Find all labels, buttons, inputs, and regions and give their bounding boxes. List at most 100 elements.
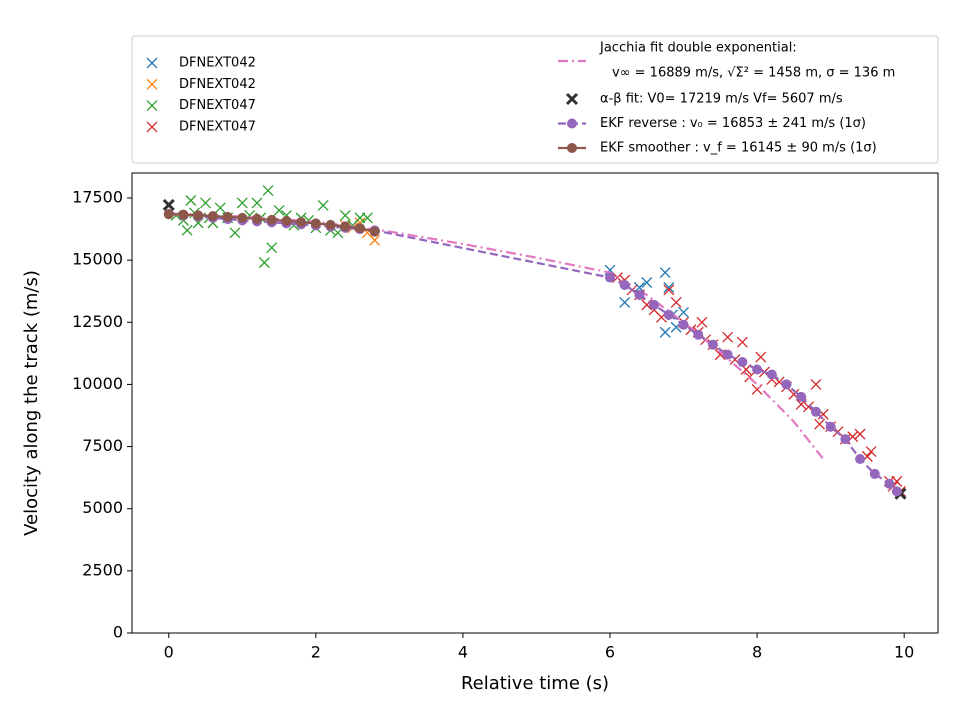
- legend-label-detail: v∞ = 16889 m/s, √Σ² = 1458 m, σ = 136 m: [612, 66, 895, 81]
- point: [296, 217, 307, 228]
- point: [310, 218, 321, 229]
- point: [737, 357, 748, 368]
- x-marker: [146, 121, 158, 133]
- x-marker: [181, 224, 193, 236]
- x-marker: [361, 212, 373, 224]
- point: [796, 391, 807, 402]
- point: [325, 219, 336, 230]
- x-marker: [722, 331, 734, 343]
- x-marker: [185, 195, 197, 206]
- x-tick-label: 6: [605, 643, 615, 662]
- plot: [162, 185, 907, 500]
- point: [810, 406, 821, 417]
- x-tick-label: 4: [458, 643, 468, 662]
- x-marker: [663, 284, 675, 296]
- legend-label: DFNEXT047: [179, 119, 256, 134]
- y-tick-label: 17500: [72, 188, 123, 207]
- x-marker: [659, 326, 671, 338]
- x-marker: [236, 197, 248, 209]
- point: [840, 434, 851, 445]
- point: [722, 349, 733, 360]
- y-axis-label: Velocity along the track (m/s): [21, 270, 42, 536]
- plot-frame: [131, 172, 939, 634]
- point: [619, 280, 630, 291]
- x-marker: [162, 198, 175, 212]
- point: [605, 272, 616, 283]
- point: [281, 215, 292, 226]
- x-marker: [339, 209, 351, 221]
- point: [178, 209, 189, 220]
- y-tick-label: 10000: [72, 374, 123, 393]
- x-marker: [214, 202, 226, 214]
- point: [825, 421, 836, 432]
- x-marker: [696, 316, 708, 328]
- x-marker: [736, 336, 748, 348]
- legend-label: DFNEXT047: [179, 98, 256, 113]
- x-marker: [146, 100, 158, 112]
- x-marker: [251, 197, 263, 209]
- point: [266, 214, 277, 225]
- y-tick-label: 5000: [82, 498, 123, 517]
- legend-label: Jacchia fit double exponential:: [599, 41, 797, 56]
- x-marker: [229, 227, 241, 239]
- x-marker: [810, 378, 822, 390]
- x-marker: [751, 383, 763, 395]
- x-marker: [266, 242, 278, 254]
- x-marker: [678, 306, 690, 318]
- point: [781, 379, 792, 390]
- point: [567, 143, 577, 153]
- x-marker: [663, 282, 675, 293]
- point: [693, 329, 704, 340]
- point: [369, 226, 380, 237]
- legend-box: [131, 35, 939, 164]
- point: [766, 369, 777, 380]
- x-marker: [262, 185, 274, 197]
- point: [193, 210, 204, 221]
- x-marker: [273, 204, 285, 216]
- x-marker: [814, 418, 826, 430]
- y-tick-label: 7500: [82, 436, 123, 455]
- x-marker: [200, 197, 211, 209]
- x-marker: [565, 92, 579, 106]
- y-tick-label: 0: [113, 623, 123, 642]
- x-marker: [619, 296, 631, 308]
- point: [222, 211, 233, 222]
- point: [869, 468, 880, 479]
- x-marker: [146, 78, 158, 90]
- point: [649, 299, 660, 310]
- x-marker: [146, 57, 158, 69]
- x-marker: [317, 200, 329, 211]
- point: [707, 339, 718, 350]
- legend-label: EKF reverse : v₀ = 16853 ± 241 m/s (1σ): [600, 116, 866, 131]
- point: [634, 289, 645, 300]
- point: [207, 211, 218, 222]
- y-tick-label: 2500: [82, 560, 123, 579]
- point: [663, 309, 674, 320]
- point: [855, 454, 866, 465]
- legend-label: α-β fit: V0= 17219 m/s Vf= 5607 m/s: [600, 92, 843, 107]
- x-marker: [865, 446, 877, 458]
- x-tick-label: 0: [164, 643, 174, 662]
- x-marker: [369, 234, 381, 246]
- x-tick-label: 8: [752, 643, 762, 662]
- point: [678, 319, 689, 330]
- y-tick-label: 12500: [72, 312, 123, 331]
- point: [340, 221, 351, 232]
- x-marker: [258, 257, 270, 269]
- x-marker: [641, 277, 653, 288]
- x-marker: [755, 351, 767, 363]
- point: [752, 364, 763, 375]
- x-marker: [659, 267, 671, 279]
- point: [252, 213, 263, 224]
- legend-label: EKF smoother : v_f = 16145 ± 90 m/s (1σ): [600, 141, 877, 156]
- point: [567, 118, 577, 129]
- x-axis-label: Relative time (s): [461, 673, 609, 694]
- x-tick-label: 2: [311, 643, 321, 662]
- x-marker: [670, 296, 682, 308]
- point: [884, 478, 895, 489]
- x-tick-label: 10: [894, 643, 914, 662]
- point: [891, 486, 902, 497]
- y-tick-label: 15000: [72, 250, 123, 269]
- point: [163, 209, 174, 220]
